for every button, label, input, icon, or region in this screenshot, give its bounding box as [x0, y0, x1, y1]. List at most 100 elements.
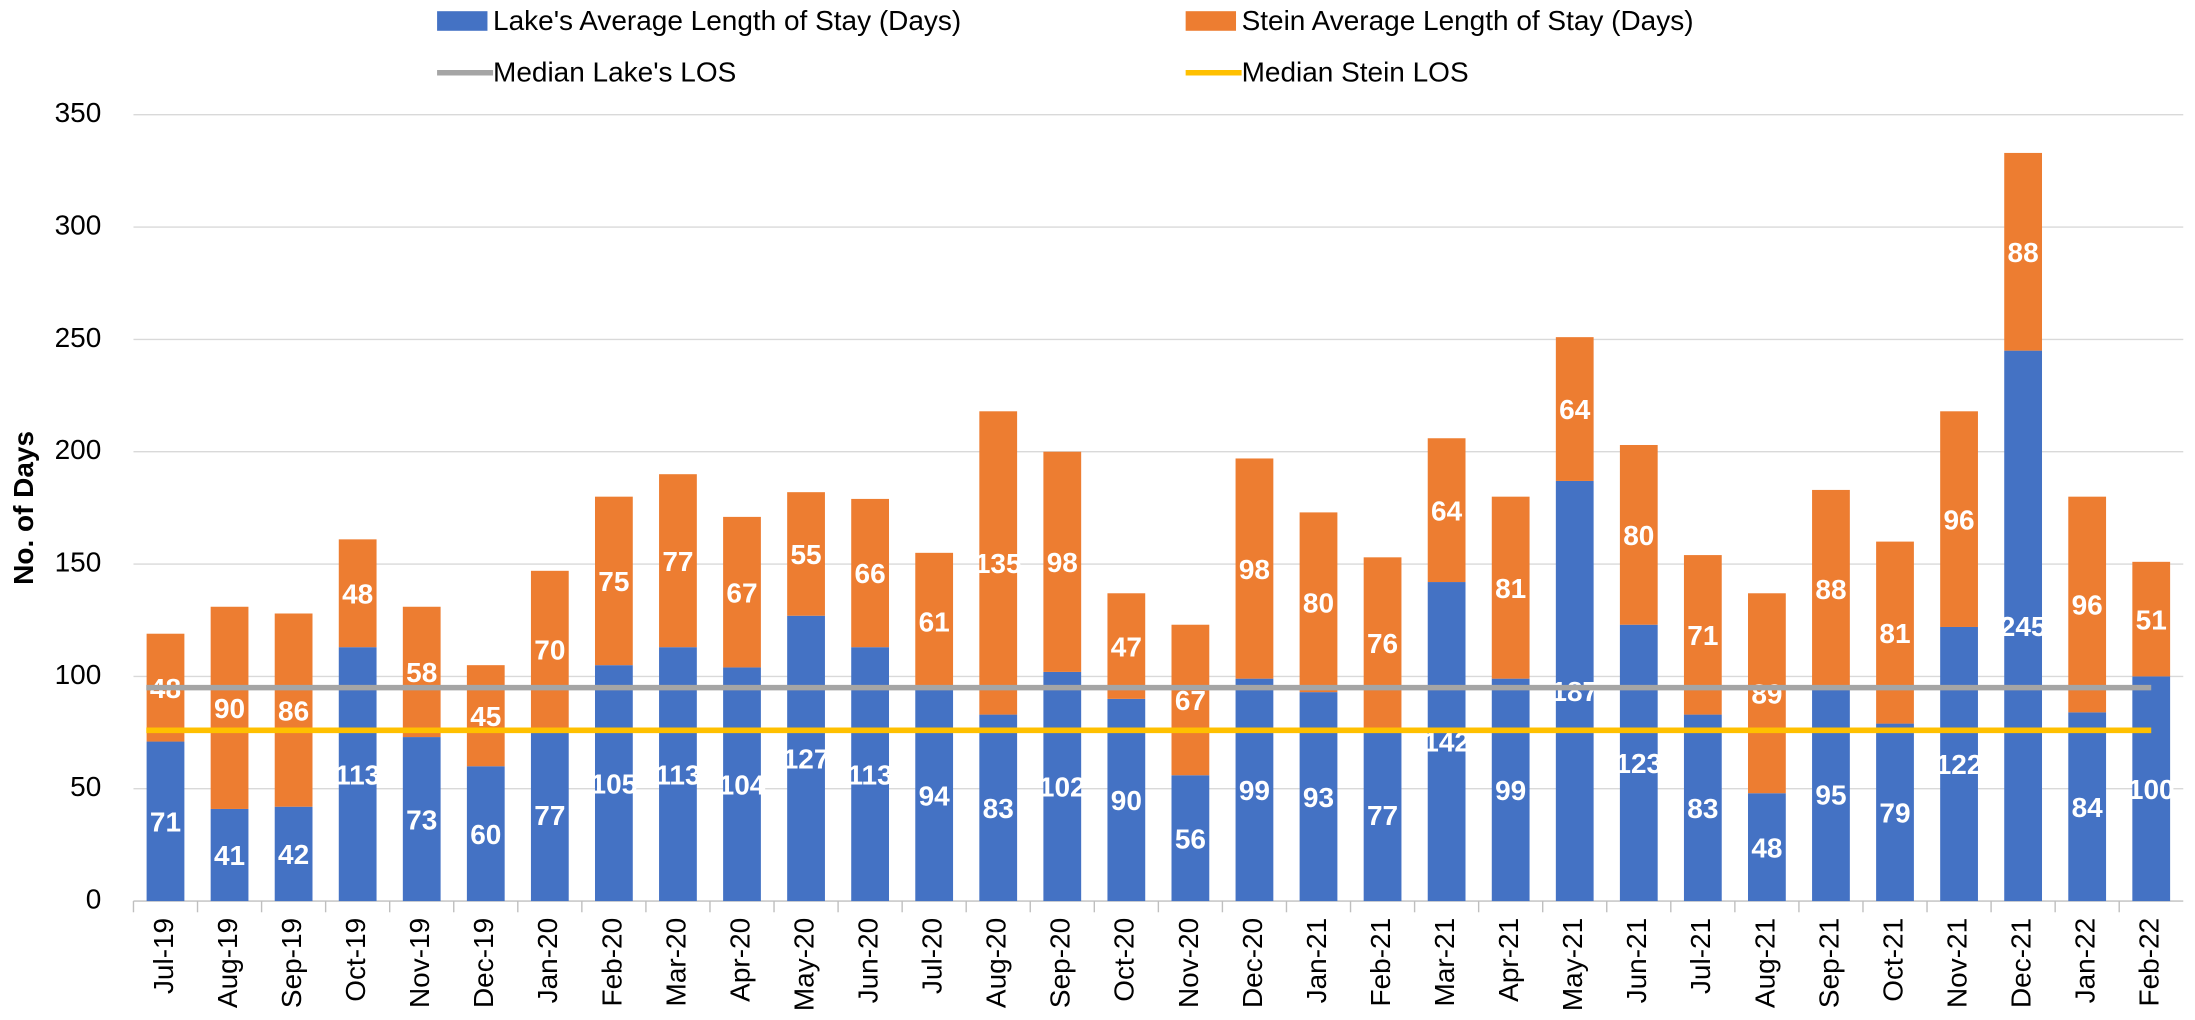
legend-swatch: [1185, 11, 1237, 31]
data-label: 88: [2008, 237, 2039, 268]
x-tick-label: Nov-19: [404, 918, 435, 1008]
x-tick-label: Apr-20: [724, 918, 755, 1002]
data-label: 81: [1879, 618, 1910, 649]
data-label: 93: [1303, 782, 1334, 813]
bar-segment: [210, 606, 249, 809]
data-label: 96: [1944, 504, 1975, 535]
bar-segment: [1940, 626, 1978, 902]
data-label: 83: [983, 793, 1014, 824]
data-label: 75: [598, 566, 629, 597]
data-label: 67: [726, 577, 757, 608]
x-tick-label: Oct-20: [1109, 918, 1140, 1002]
bar-segment: [723, 667, 761, 902]
bar-segment: [1683, 714, 1722, 902]
data-label: 187: [1551, 676, 1598, 707]
x-tick-label: Sep-19: [276, 918, 307, 1008]
bar-segment: [274, 613, 313, 807]
data-label: 56: [1175, 823, 1206, 854]
data-label: 88: [1815, 574, 1846, 605]
legend-label: Lake's Average Length of Stay (Days): [493, 5, 961, 36]
bar-segment: [402, 737, 441, 902]
bar-segment: [787, 492, 825, 616]
x-tick-label: Jan-22: [2070, 918, 2101, 1004]
data-label: 80: [1623, 520, 1654, 551]
data-label: 86: [278, 695, 309, 726]
data-label: 102: [1039, 772, 1086, 803]
bar-segment: [146, 741, 185, 902]
data-label: 113: [848, 759, 893, 790]
data-label: 90: [214, 693, 245, 724]
bar-segment: [1555, 337, 1594, 481]
y-tick-label: 350: [55, 97, 102, 128]
x-tick-label: Mar-20: [660, 918, 691, 1007]
bar-segment: [979, 411, 1018, 715]
x-tick-label: Jan-20: [532, 918, 563, 1004]
data-label: 95: [1815, 780, 1846, 811]
bar-segment: [210, 808, 249, 902]
data-label: 45: [470, 701, 501, 732]
y-tick-label: 0: [86, 883, 102, 914]
data-label: 71: [150, 807, 181, 838]
x-tick-label: Jul-19: [148, 918, 179, 994]
legend-label: Median Lake's LOS: [493, 57, 736, 88]
x-tick-label: Jun-20: [853, 918, 884, 1004]
data-label: 41: [214, 840, 245, 871]
x-tick-label: Nov-21: [1941, 918, 1972, 1008]
x-tick-label: Apr-21: [1493, 918, 1524, 1002]
data-label: 98: [1239, 554, 1270, 585]
data-label: 70: [534, 635, 565, 666]
x-tick-label: Feb-21: [1365, 918, 1396, 1007]
bar-segment: [915, 552, 954, 690]
bar-segment: [1940, 411, 1978, 627]
legend-label: Stein Average Length of Stay (Days): [1242, 5, 1694, 36]
data-label: 80: [1303, 587, 1334, 618]
x-tick-label: Dec-20: [1237, 918, 1268, 1008]
bar-segment: [1171, 624, 1210, 776]
x-tick-label: Oct-21: [1877, 918, 1908, 1002]
data-label: 79: [1879, 798, 1910, 829]
bar-segment: [1427, 438, 1466, 583]
x-tick-label: Mar-21: [1429, 918, 1460, 1007]
x-tick-label: Nov-20: [1173, 918, 1204, 1008]
y-tick-label: 100: [55, 659, 102, 690]
bar-segment: [2132, 561, 2171, 677]
data-label: 60: [470, 819, 501, 850]
data-label: 84: [2072, 792, 2104, 823]
bar-segment: [1171, 775, 1210, 902]
data-label: 64: [1431, 495, 1463, 526]
legend-swatch: [437, 11, 488, 31]
x-tick-label: Feb-22: [2134, 918, 2165, 1007]
bar-segment: [1876, 541, 1914, 724]
data-label: 104: [719, 769, 766, 800]
data-label: 127: [783, 744, 830, 775]
x-tick-label: Aug-19: [212, 918, 243, 1008]
bar-segment: [594, 496, 633, 666]
data-label: 113: [655, 759, 700, 790]
y-tick-label: 50: [70, 771, 101, 802]
data-label: 100: [2128, 774, 2175, 805]
x-tick-label: May-21: [1557, 918, 1588, 1011]
bar-segment: [1363, 728, 1402, 902]
data-label: 99: [1495, 775, 1526, 806]
bar-segment: [1043, 451, 1082, 672]
bar-segment: [723, 516, 761, 668]
data-label: 77: [1367, 800, 1398, 831]
x-tick-label: Jul-20: [917, 918, 948, 994]
bar-segment: [1235, 458, 1274, 679]
bar-segment: [2068, 496, 2107, 713]
data-label: 90: [1111, 785, 1142, 816]
data-label: 81: [1495, 573, 1526, 604]
bar-segment: [915, 689, 954, 902]
bar-segment: [274, 806, 313, 902]
data-label: 61: [919, 607, 950, 638]
x-tick-label: Jul-21: [1685, 918, 1716, 994]
bar-segment: [402, 606, 441, 738]
bar-segment: [1235, 678, 1274, 902]
x-tick-label: Aug-20: [981, 918, 1012, 1008]
data-label: 66: [855, 558, 886, 589]
bar-segment: [530, 728, 569, 902]
data-label: 77: [662, 546, 693, 577]
data-label: 58: [406, 657, 437, 688]
bar-segment: [1299, 512, 1338, 693]
